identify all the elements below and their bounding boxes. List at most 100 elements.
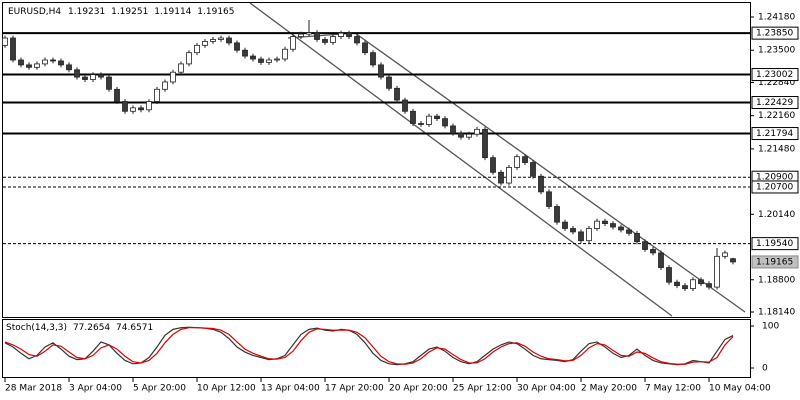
candle-body [682,285,688,289]
current-price-label: 1.19165 [756,257,793,267]
indicator-header: Stoch(14,3,3) 77.2654 74.6571 [6,323,153,333]
indicator-line [4,327,734,365]
candle-body [626,229,632,234]
candle-body [290,36,296,50]
candle-body [266,59,272,63]
candle-body [210,39,216,42]
x-tick-label: 25 Apr 12:00 [453,384,512,394]
candle-body [298,33,304,37]
y-tick-label: 1.23500 [758,46,795,56]
y-tick-label: 1.18800 [758,275,795,285]
candle-body [618,226,624,231]
candle-body [178,63,184,73]
candle-body [450,125,456,134]
candle-body [138,107,144,111]
candle-body [282,48,288,60]
y-tick-label: 1.22840 [758,78,795,88]
header-low: 1.19114 [154,7,191,17]
candle-body [146,101,152,111]
x-tick-label: 7 May 12:00 [645,384,701,394]
x-tick-label: 28 Mar 2018 [5,384,62,394]
candle-body [346,32,352,37]
candle-body [538,175,544,193]
candle-body [26,64,32,68]
header-open: 1.19231 [68,7,105,17]
level-label: 1.20700 [756,182,793,192]
level-label: 1.23850 [756,29,793,39]
candle-body [154,88,160,102]
candle-body [122,101,128,112]
x-tick-label: 17 Apr 20:00 [325,384,384,394]
candle-body [218,37,224,40]
candle-body [74,69,80,78]
level-label: 1.23002 [756,70,793,80]
chart-header: EURUSD,H4 1.19231 1.19251 1.19114 1.1916… [8,7,235,17]
candle-body [106,76,112,90]
indicator-tick-label: 100 [762,322,779,332]
indicator-signal-value: 74.6571 [116,323,153,333]
candle-body [18,59,24,66]
candle-body [466,133,472,138]
x-tick-label: 10 Apr 12:00 [197,384,256,394]
candle-body [522,156,528,163]
candle-body [234,42,240,51]
indicator-tick-label: 0 [762,364,768,374]
candle-body [674,281,680,287]
level-label-box [751,180,799,194]
candle-body [354,36,360,44]
candle-body [314,32,320,40]
candle-body [90,74,96,80]
candle-body [482,128,488,159]
x-tick-label: 3 Apr 04:00 [69,384,122,394]
candle-body [554,206,560,223]
candle-body [386,76,392,89]
indicator-main-value: 77.2654 [73,323,110,333]
candle-body [362,42,368,54]
candle-body [634,232,640,243]
x-tick-label: 2 May 20:00 [581,384,637,394]
candle-body [410,110,416,124]
level-label: 1.20900 [756,173,793,183]
candle-body [82,76,88,80]
candle-body [322,39,328,43]
candle-body [490,157,496,173]
candle-body [58,60,64,66]
candle-body [402,99,408,112]
indicator-pane [2,319,751,378]
candle-body [258,58,264,63]
candle-body [650,249,656,254]
candle-body [186,52,192,65]
candle-body [658,252,664,268]
candle-body [114,88,120,102]
symbol: EURUSD,H4 [8,7,61,17]
candle-body [338,32,344,37]
candle-body [474,128,480,135]
y-tick-label: 1.18140 [758,307,795,317]
candle-body [330,36,336,43]
candle-body [722,252,728,257]
candle-body [562,221,568,229]
candle-body [506,167,512,184]
candle-body [242,49,248,57]
candle-body [250,55,256,60]
level-label-box [751,26,799,40]
candle-body [162,81,168,90]
candle-body [66,64,72,71]
candle-body [690,279,696,289]
indicator-name: Stoch(14,3,3) [6,323,67,333]
candle-body [530,162,536,177]
candle-body [594,220,600,229]
candle-body [130,107,136,112]
level-label: 1.21794 [756,129,793,139]
candle-body [202,41,208,46]
header-close: 1.19165 [197,7,234,17]
candle-body [42,59,48,65]
x-tick-label: 10 May 04:00 [709,384,771,394]
level-label-box [751,68,799,82]
candle-body [602,220,608,224]
candle-body [570,228,576,233]
candle-body [714,255,720,288]
current-price-box [751,255,799,269]
x-tick-label: 5 Apr 20:00 [133,384,186,394]
